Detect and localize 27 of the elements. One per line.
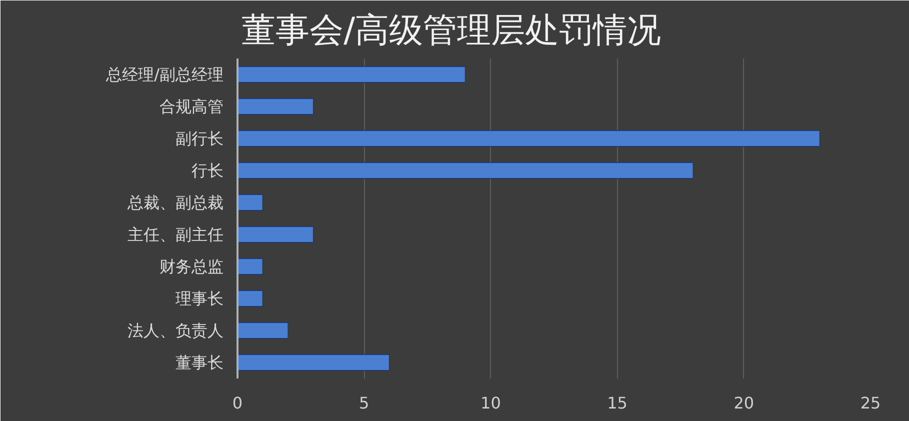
y-tick-label: 行长 — [192, 161, 224, 180]
x-tick-label: 15 — [607, 394, 628, 412]
chart-title: 董事会/高级管理层处罚情况 — [242, 10, 662, 50]
y-tick-label: 总裁、副总裁 — [126, 193, 224, 212]
y-tick-label: 理事长 — [176, 289, 224, 308]
bar — [238, 66, 466, 83]
bar — [238, 354, 390, 371]
bar — [238, 226, 314, 243]
bar — [238, 290, 264, 307]
bar — [238, 322, 289, 339]
x-tick-label: 5 — [359, 394, 370, 412]
bar — [238, 194, 264, 211]
y-tick-label: 总经理/副总经理 — [105, 65, 224, 84]
bar — [238, 258, 264, 275]
y-tick-label: 董事长 — [176, 353, 224, 372]
y-tick-label: 主任、副主任 — [128, 225, 224, 244]
x-tick-label: 20 — [734, 394, 754, 412]
y-tick-label: 财务总监 — [160, 257, 224, 276]
bar — [238, 162, 694, 179]
x-tick-label: 0 — [232, 394, 243, 412]
y-tick-label: 法人、负责人 — [128, 321, 224, 340]
y-tick-label: 合规高管 — [160, 97, 224, 116]
bar — [238, 130, 820, 147]
bar — [238, 98, 314, 115]
x-tick-label: 25 — [860, 394, 881, 412]
y-tick-label: 副行长 — [176, 129, 224, 148]
x-tick-label: 10 — [480, 394, 501, 412]
